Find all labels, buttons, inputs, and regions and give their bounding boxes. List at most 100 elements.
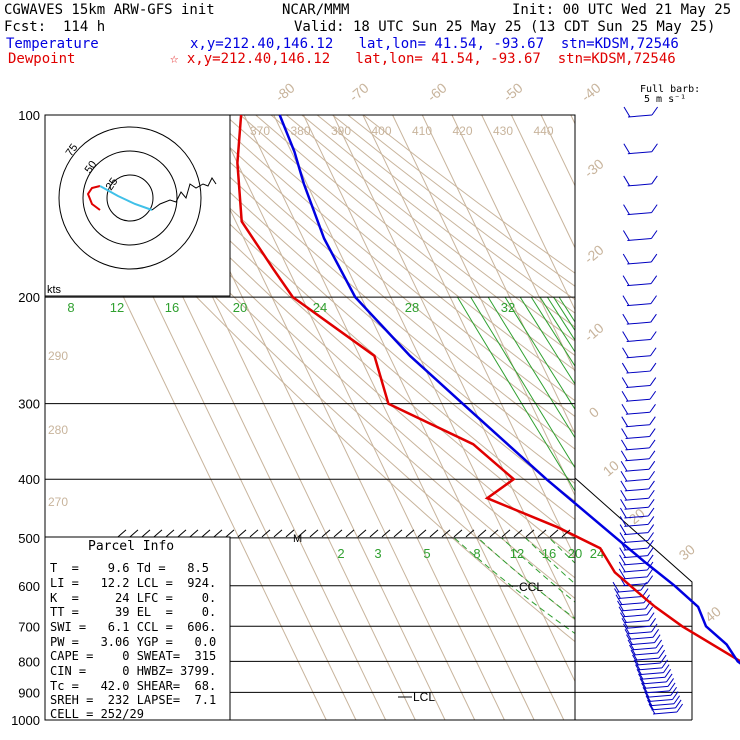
wind-barbs [612, 106, 684, 715]
theta-label: 420 [452, 124, 472, 138]
dry-adiabat [45, 136, 575, 643]
parcel-row-tc: Tc = 42.0 SHEAR= 68. [50, 679, 217, 693]
hatch-mark [285, 529, 295, 538]
wind-barb-flag [618, 561, 626, 573]
hatch-mark [225, 529, 235, 538]
wind-barb-shaft [627, 631, 652, 635]
parcel-row-tt: TT = 39 EL = 0. [50, 605, 217, 619]
temperature-location: x,y=212.40,146.12 lat,lon= 41.54, -93.67… [190, 36, 679, 52]
isotherm-line [213, 115, 505, 720]
wind-barb-flag [621, 377, 629, 388]
wind-barb-shaft [626, 370, 651, 374]
hatch-mark [417, 529, 427, 538]
hodograph-ring-25 [106, 174, 154, 222]
wind-barb-shaft [619, 602, 645, 606]
hatch-mark [237, 529, 247, 538]
mixing-ratio-label: 3 [374, 546, 381, 561]
wind-barb-flag [623, 175, 631, 187]
wind-barb-flag [639, 678, 647, 689]
pressure-label: 1000 [11, 713, 40, 728]
hatch-mark [249, 529, 259, 538]
wind-barb-flag [620, 470, 628, 482]
wind-barb-shaft [626, 303, 651, 307]
moist-adiabat [501, 537, 575, 603]
wind-barb-flag [622, 347, 629, 359]
wind-barb-flag [619, 507, 627, 519]
theta-side-label: 290 [48, 349, 68, 363]
wind-barb-shaft [624, 532, 649, 536]
hodograph-ring-label-75: 75 [64, 142, 81, 159]
wind-barb-shaft [628, 636, 654, 640]
wind-barb-flag [614, 588, 621, 599]
wind-barb-shaft [624, 515, 649, 519]
wind-barb-shaft [627, 283, 652, 287]
wind-barb-flag [615, 594, 623, 605]
wind-barb-shaft [623, 576, 648, 580]
hodograph-ring-50 [82, 150, 178, 246]
hatch-mark [369, 529, 379, 538]
theta-label: 380 [290, 124, 310, 138]
hatch-mark [501, 529, 511, 538]
wind-barb-staff [648, 450, 656, 460]
wind-barb-shaft [648, 699, 673, 703]
model-title: CGWAVES 15km ARW-GFS init [4, 2, 215, 18]
isotherm-line [510, 115, 575, 249]
wind-barb-flag [619, 524, 627, 535]
wind-barb-shaft [627, 151, 652, 155]
wind-barb-shaft [630, 642, 655, 646]
wind-barb-shaft [643, 685, 669, 689]
wind-barb-flag [618, 606, 626, 618]
isotherm-label: -40 [578, 79, 604, 104]
wind-barb-flag [619, 532, 627, 543]
isotherm-label: -60 [424, 79, 450, 104]
wind-barb-shaft [627, 114, 653, 118]
wind-barb-flag [623, 143, 631, 154]
wind-barb-flag [622, 295, 630, 306]
dry-adiabat [193, 115, 575, 434]
wind-barb-flag [623, 623, 630, 635]
wind-barb-flag [621, 618, 629, 629]
isotherm-label: -30 [581, 155, 607, 180]
wind-barb-shaft [625, 424, 650, 428]
hatch-mark [381, 529, 391, 538]
wind-barb-staff [673, 695, 681, 705]
dry-adiabat [70, 115, 575, 579]
pressure-label: 600 [18, 579, 40, 594]
wind-barb-staff [650, 253, 658, 263]
isotherm-line [451, 115, 575, 373]
mixing-ratio-line [546, 296, 575, 342]
wind-barb-staff [666, 673, 673, 683]
hatch-mark [561, 529, 571, 538]
wind-barb-shaft [652, 711, 678, 715]
hatch-mark [525, 529, 535, 538]
wind-panel-edge [574, 477, 693, 720]
wind-barb-flag [623, 204, 630, 215]
wind-barb-staff [663, 664, 670, 673]
hatch-mark [321, 529, 331, 538]
mixing-ratio-lines [453, 296, 575, 635]
wind-barb-staff [648, 612, 655, 621]
dry-adiabat [255, 115, 575, 371]
isotherm-line [601, 115, 740, 720]
theta-labels: 370 380 390 400 410 420 430 440 290 280 270 [48, 124, 554, 509]
wind-barb-flag [622, 331, 630, 342]
wind-barb-shaft [626, 385, 651, 389]
isotherm-label: 0 [586, 403, 602, 420]
wind-barb-flag [622, 253, 630, 265]
hatch-mark [465, 529, 475, 538]
init-time: Init: 00 UTC Wed 21 May 25 [512, 2, 732, 18]
pressure-label: 200 [18, 290, 40, 305]
wind-barb-shaft [649, 703, 675, 707]
wind-barb-shaft [624, 488, 649, 492]
wind-barb-flag [642, 686, 650, 698]
wind-barb-shaft [623, 547, 648, 551]
mixing-ratio-labels: 8 12 16 20 24 28 322 3 5 8 12 16 20 24 [67, 300, 604, 561]
mixing-ratio-label: 8 [67, 300, 74, 315]
wind-barb-staff [657, 644, 664, 654]
wind-barb-shaft [639, 672, 664, 676]
pressure-label: 700 [18, 619, 40, 634]
wind-barb-staff [646, 575, 654, 584]
dewpoint-profile [236, 114, 740, 663]
hodograph-trace-mid [99, 185, 153, 211]
